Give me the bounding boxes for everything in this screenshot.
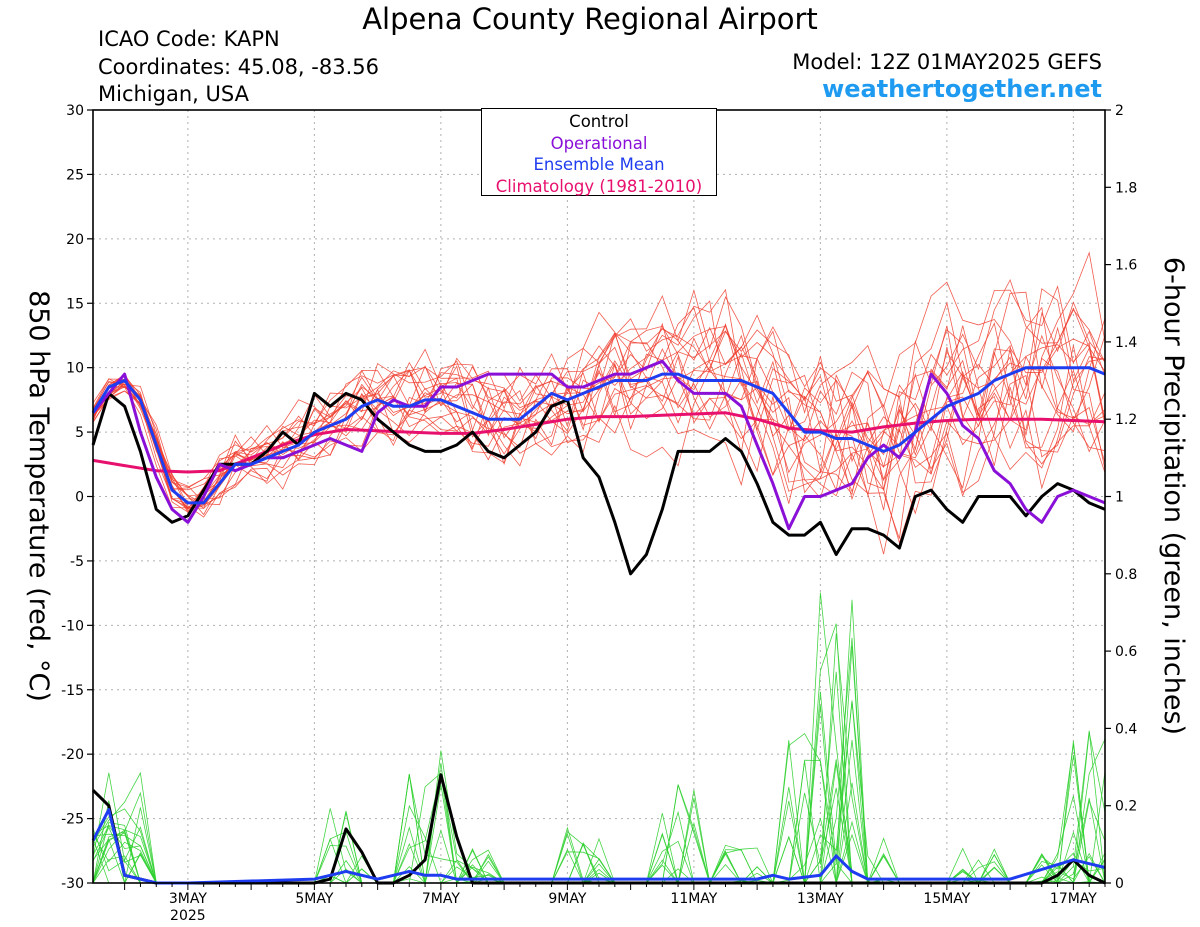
x-tick-label: 5MAY (295, 891, 333, 907)
y-tick-label: 30 (66, 103, 84, 119)
series-ensemble-mean-precipitation (91, 808, 1106, 885)
x-tick-label: 7MAY (422, 891, 460, 907)
y-tick-label: -5 (70, 554, 84, 570)
page-title: Alpena County Regional Airport (362, 2, 818, 36)
x-tick-label: 15MAY (923, 891, 970, 907)
ensemble-member-precipitation-line (92, 744, 1105, 884)
ensemble-member-temperature-line (92, 306, 1106, 510)
icao-code: ICAO Code: KAPN (98, 27, 280, 51)
x-tick-label: 3MAY (169, 891, 207, 907)
series-ensemble-mean-temperature (91, 366, 1106, 505)
y-tick-label: -20 (61, 747, 84, 763)
x-tick-sublabel: 2025 (170, 908, 206, 924)
y-tick-label: -30 (61, 876, 84, 892)
series-control-precipitation (91, 773, 1106, 885)
y2-tick-label: 0.2 (1115, 799, 1137, 815)
y2-tick-label: 0 (1115, 876, 1124, 892)
y2-tick-label: 1 (1115, 490, 1124, 506)
y-tick-label: -25 (61, 812, 84, 828)
chart-legend: Control Operational Ensemble Mean Climat… (481, 108, 717, 196)
x-tick-label: 13MAY (797, 891, 844, 907)
ensemble-members-temperature (92, 251, 1106, 555)
left-axis-ticks: -30 -25 -20 -15 -10 -5 0 5 10 15 20 25 30 (61, 103, 93, 892)
series-control-temperature (91, 391, 1106, 576)
ensemble-member-temperature-line (92, 291, 1106, 505)
ensemble-member-precipitation-line (92, 599, 1105, 884)
y2-axis-label: 6-hour Precipitation (green, inches) (1158, 257, 1189, 735)
y-tick-label: 15 (66, 296, 84, 312)
right-axis-ticks: 0 0.2 0.4 0.6 0.8 1 1.2 1.4 1.6 1.8 2 (1105, 103, 1137, 892)
ensemble-member-precipitation-line (92, 645, 1105, 884)
ensemble-member-precipitation-line (92, 732, 1106, 884)
ensemble-member-temperature-line (92, 294, 1106, 518)
y2-tick-label: 1.6 (1115, 258, 1137, 274)
y-tick-label: 25 (66, 167, 84, 183)
y2-tick-label: 0.8 (1115, 567, 1137, 583)
ensemble-member-precipitation-line (92, 739, 1106, 884)
ensemble-member-precipitation-line (92, 701, 1106, 884)
ensemble-member-temperature-line (92, 307, 1106, 501)
y-axis-label: 850 hPa Temperature (red, °C) (23, 290, 54, 702)
legend-entry-control: Control (569, 112, 629, 131)
legend-entry-operational: Operational (550, 133, 648, 153)
ensemble-member-temperature-line (92, 301, 1106, 516)
y2-tick-label: 1.8 (1115, 180, 1137, 196)
ensemble-members-precipitation (92, 592, 1106, 885)
y2-tick-label: 1.2 (1115, 412, 1137, 428)
legend-entry-ensemble-mean: Ensemble Mean (533, 155, 665, 175)
ensemble-member-precipitation-line (92, 705, 1106, 885)
y2-tick-label: 0.4 (1115, 721, 1137, 737)
ensemble-member-precipitation-line (92, 671, 1106, 885)
x-tick-label: 17MAY (1050, 891, 1097, 907)
ensemble-member-temperature-line (92, 301, 1106, 545)
y-tick-label: -15 (61, 683, 84, 699)
y2-tick-label: 1.4 (1115, 335, 1137, 351)
series-climatology-1981-2010-temperature (92, 411, 1106, 474)
y-tick-label: 10 (66, 361, 84, 377)
ensemble-member-temperature-line (92, 329, 1106, 539)
ensemble-member-precipitation-line (92, 773, 1106, 885)
website-link[interactable]: weathertogether.net (822, 75, 1102, 103)
main-series-lines (91, 359, 1106, 885)
y-tick-label: -10 (61, 618, 84, 634)
region: Michigan, USA (98, 82, 249, 106)
ensemble-member-temperature-line (92, 344, 1106, 500)
y-tick-label: 20 (66, 232, 84, 248)
ensemble-member-temperature-line (92, 289, 1106, 509)
ensemble-member-precipitation-line (92, 623, 1106, 884)
ensemble-member-precipitation-line (92, 637, 1106, 885)
ensemble-member-precipitation-line (92, 763, 1106, 884)
ensemble-member-precipitation-line (92, 633, 1106, 884)
y-tick-label: 5 (75, 425, 84, 441)
grid-lines (93, 110, 1105, 883)
y2-tick-label: 2 (1115, 103, 1124, 119)
coordinates: Coordinates: 45.08, -83.56 (98, 55, 379, 79)
x-tick-label: 9MAY (548, 891, 586, 907)
model-run: Model: 12Z 01MAY2025 GEFS (792, 50, 1102, 74)
x-tick-label: 11MAY (670, 891, 717, 907)
y2-tick-label: 0.6 (1115, 644, 1137, 660)
ensemble-member-precipitation-line (92, 804, 1106, 884)
ensemble-member-precipitation-line (92, 700, 1106, 884)
y-tick-label: 0 (75, 490, 84, 506)
legend-entry-climatology: Climatology (1981-2010) (495, 176, 703, 196)
ensemble-member-precipitation-line (92, 730, 1106, 884)
